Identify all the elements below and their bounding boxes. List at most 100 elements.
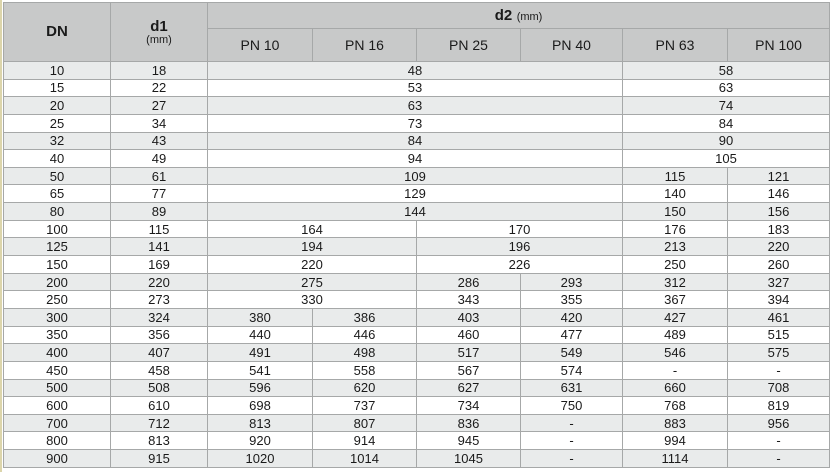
d2-label: d2 <box>494 6 513 24</box>
d2-value-cell: 914 <box>312 431 417 451</box>
d1-cell: 27 <box>110 96 208 115</box>
dn-cell: 500 <box>3 378 111 398</box>
d1-cell: 356 <box>110 325 208 345</box>
table-row: 25 34 73 84 <box>3 113 831 133</box>
table-row: 20 27 63 74 <box>3 96 831 115</box>
d2-value-cell: 819 <box>726 396 831 415</box>
d2-value-cell: 620 <box>312 378 417 398</box>
d2-value-cell: 994 <box>622 431 728 451</box>
d2-value-cell: 226 <box>416 255 623 274</box>
d1-cell: 508 <box>110 378 208 398</box>
d2-value-cell: 260 <box>726 255 831 274</box>
d2-value-cell: 427 <box>622 307 728 327</box>
d2-value-cell: 574 <box>520 360 623 380</box>
d2-value-cell: 394 <box>726 290 831 309</box>
dn-cell: 600 <box>3 396 111 415</box>
d1-cell: 712 <box>110 413 208 433</box>
dn-cell: 450 <box>3 360 111 380</box>
d2-value-cell: 194 <box>207 237 417 257</box>
d2-value-cell: 343 <box>416 290 521 309</box>
table-row: 32 43 84 90 <box>3 131 831 151</box>
d2-value-cell: 312 <box>622 272 728 292</box>
d2-value-cell: 53 <box>207 78 623 98</box>
d2-value-cell: 220 <box>726 237 831 257</box>
table-row: 800 813 920 914 945-994- <box>3 431 831 451</box>
flange-dimension-table: DN d1 (mm) d2 (mm) PN 10 PN 16 PN 25 PN … <box>3 2 831 468</box>
d1-cell: 18 <box>110 61 208 80</box>
d2-value-cell: 48 <box>207 61 623 80</box>
d1-unit-label: (mm) <box>146 33 172 46</box>
d2-value-cell: 768 <box>622 396 728 415</box>
d2-value-cell: 631 <box>520 378 623 398</box>
d1-cell: 610 <box>110 396 208 415</box>
d1-cell: 49 <box>110 149 208 168</box>
d2-value-cell: 491 <box>207 343 313 362</box>
d2-value-cell: 109 <box>207 166 623 186</box>
d2-value-cell: 144 <box>207 202 623 221</box>
d2-value-cell: 105 <box>621 149 831 168</box>
d1-cell: 141 <box>110 237 208 257</box>
d2-value-cell: - <box>622 360 728 380</box>
d1-cell: 169 <box>110 255 208 274</box>
col-header-d1: d1 (mm) <box>110 2 208 62</box>
d2-value-cell: 330 <box>207 290 417 309</box>
dn-cell: 100 <box>3 219 111 239</box>
d1-cell: 915 <box>110 449 208 468</box>
d2-value-cell: 73 <box>207 113 623 133</box>
dn-cell: 800 <box>3 431 111 451</box>
d2-value-cell: 286 <box>416 272 521 292</box>
table-row: 700 712 813 807 836-883 956 <box>3 413 831 433</box>
d2-value-cell: 737 <box>312 396 417 415</box>
d2-value-cell: 196 <box>416 237 623 257</box>
d1-cell: 220 <box>110 272 208 292</box>
table-header: DN d1 (mm) d2 (mm) PN 10 PN 16 PN 25 PN … <box>3 2 831 62</box>
dn-cell: 125 <box>3 237 111 257</box>
dn-label: DN <box>46 23 68 40</box>
d2-value-cell: 115 <box>622 166 728 186</box>
table-row: 50 61 109 115 121 <box>3 166 831 186</box>
d2-value-cell: 956 <box>726 413 831 433</box>
d2-value-cell: 84 <box>207 131 623 151</box>
table-row: 900 915 1020 1014 1045-1114- <box>3 449 831 468</box>
d2-value-cell: 807 <box>312 413 417 433</box>
table-row: 80 89 144 150 156 <box>3 202 831 221</box>
d2-value-cell: 549 <box>520 343 623 362</box>
col-header-pn25: PN 25 <box>416 28 521 62</box>
d1-cell: 407 <box>110 343 208 362</box>
d2-value-cell: 170 <box>416 219 623 239</box>
col-header-pn10: PN 10 <box>207 28 313 62</box>
col-header-pn16: PN 16 <box>312 28 417 62</box>
d2-value-cell: 380 <box>207 307 313 327</box>
dn-cell: 65 <box>3 184 111 204</box>
d2-value-cell: 567 <box>416 360 521 380</box>
d1-cell: 34 <box>110 113 208 133</box>
dn-cell: 32 <box>3 131 111 151</box>
d2-value-cell: 750 <box>520 396 623 415</box>
d2-value-cell: 575 <box>726 343 831 362</box>
dn-cell: 50 <box>3 166 111 186</box>
dn-cell: 25 <box>3 113 111 133</box>
d2-value-cell: - <box>726 360 831 380</box>
d2-value-cell: 1114 <box>622 449 728 468</box>
d2-value-cell: 327 <box>726 272 831 292</box>
d1-cell: 61 <box>110 166 208 186</box>
d2-value-cell: 386 <box>312 307 417 327</box>
d2-value-cell: 460 <box>416 325 521 345</box>
table-row: 125 141 194 196 213 220 <box>3 237 831 257</box>
d1-cell: 89 <box>110 202 208 221</box>
dn-cell: 700 <box>3 413 111 433</box>
d2-value-cell: 156 <box>726 202 831 221</box>
d2-value-cell: 250 <box>622 255 728 274</box>
d2-value-cell: 121 <box>726 166 831 186</box>
table-row: 600 610 698 737 734 750 768 819 <box>3 396 831 415</box>
d2-value-cell: 146 <box>726 184 831 204</box>
d1-label: d1 <box>150 17 168 35</box>
d2-value-cell: - <box>520 431 623 451</box>
d2-value-cell: - <box>726 449 831 468</box>
d2-value-cell: 84 <box>621 113 831 133</box>
d2-value-cell: 164 <box>207 219 417 239</box>
d2-value-cell: 1014 <box>312 449 417 468</box>
table-row: 65 77 129 140 146 <box>3 184 831 204</box>
d2-value-cell: 58 <box>621 61 831 80</box>
